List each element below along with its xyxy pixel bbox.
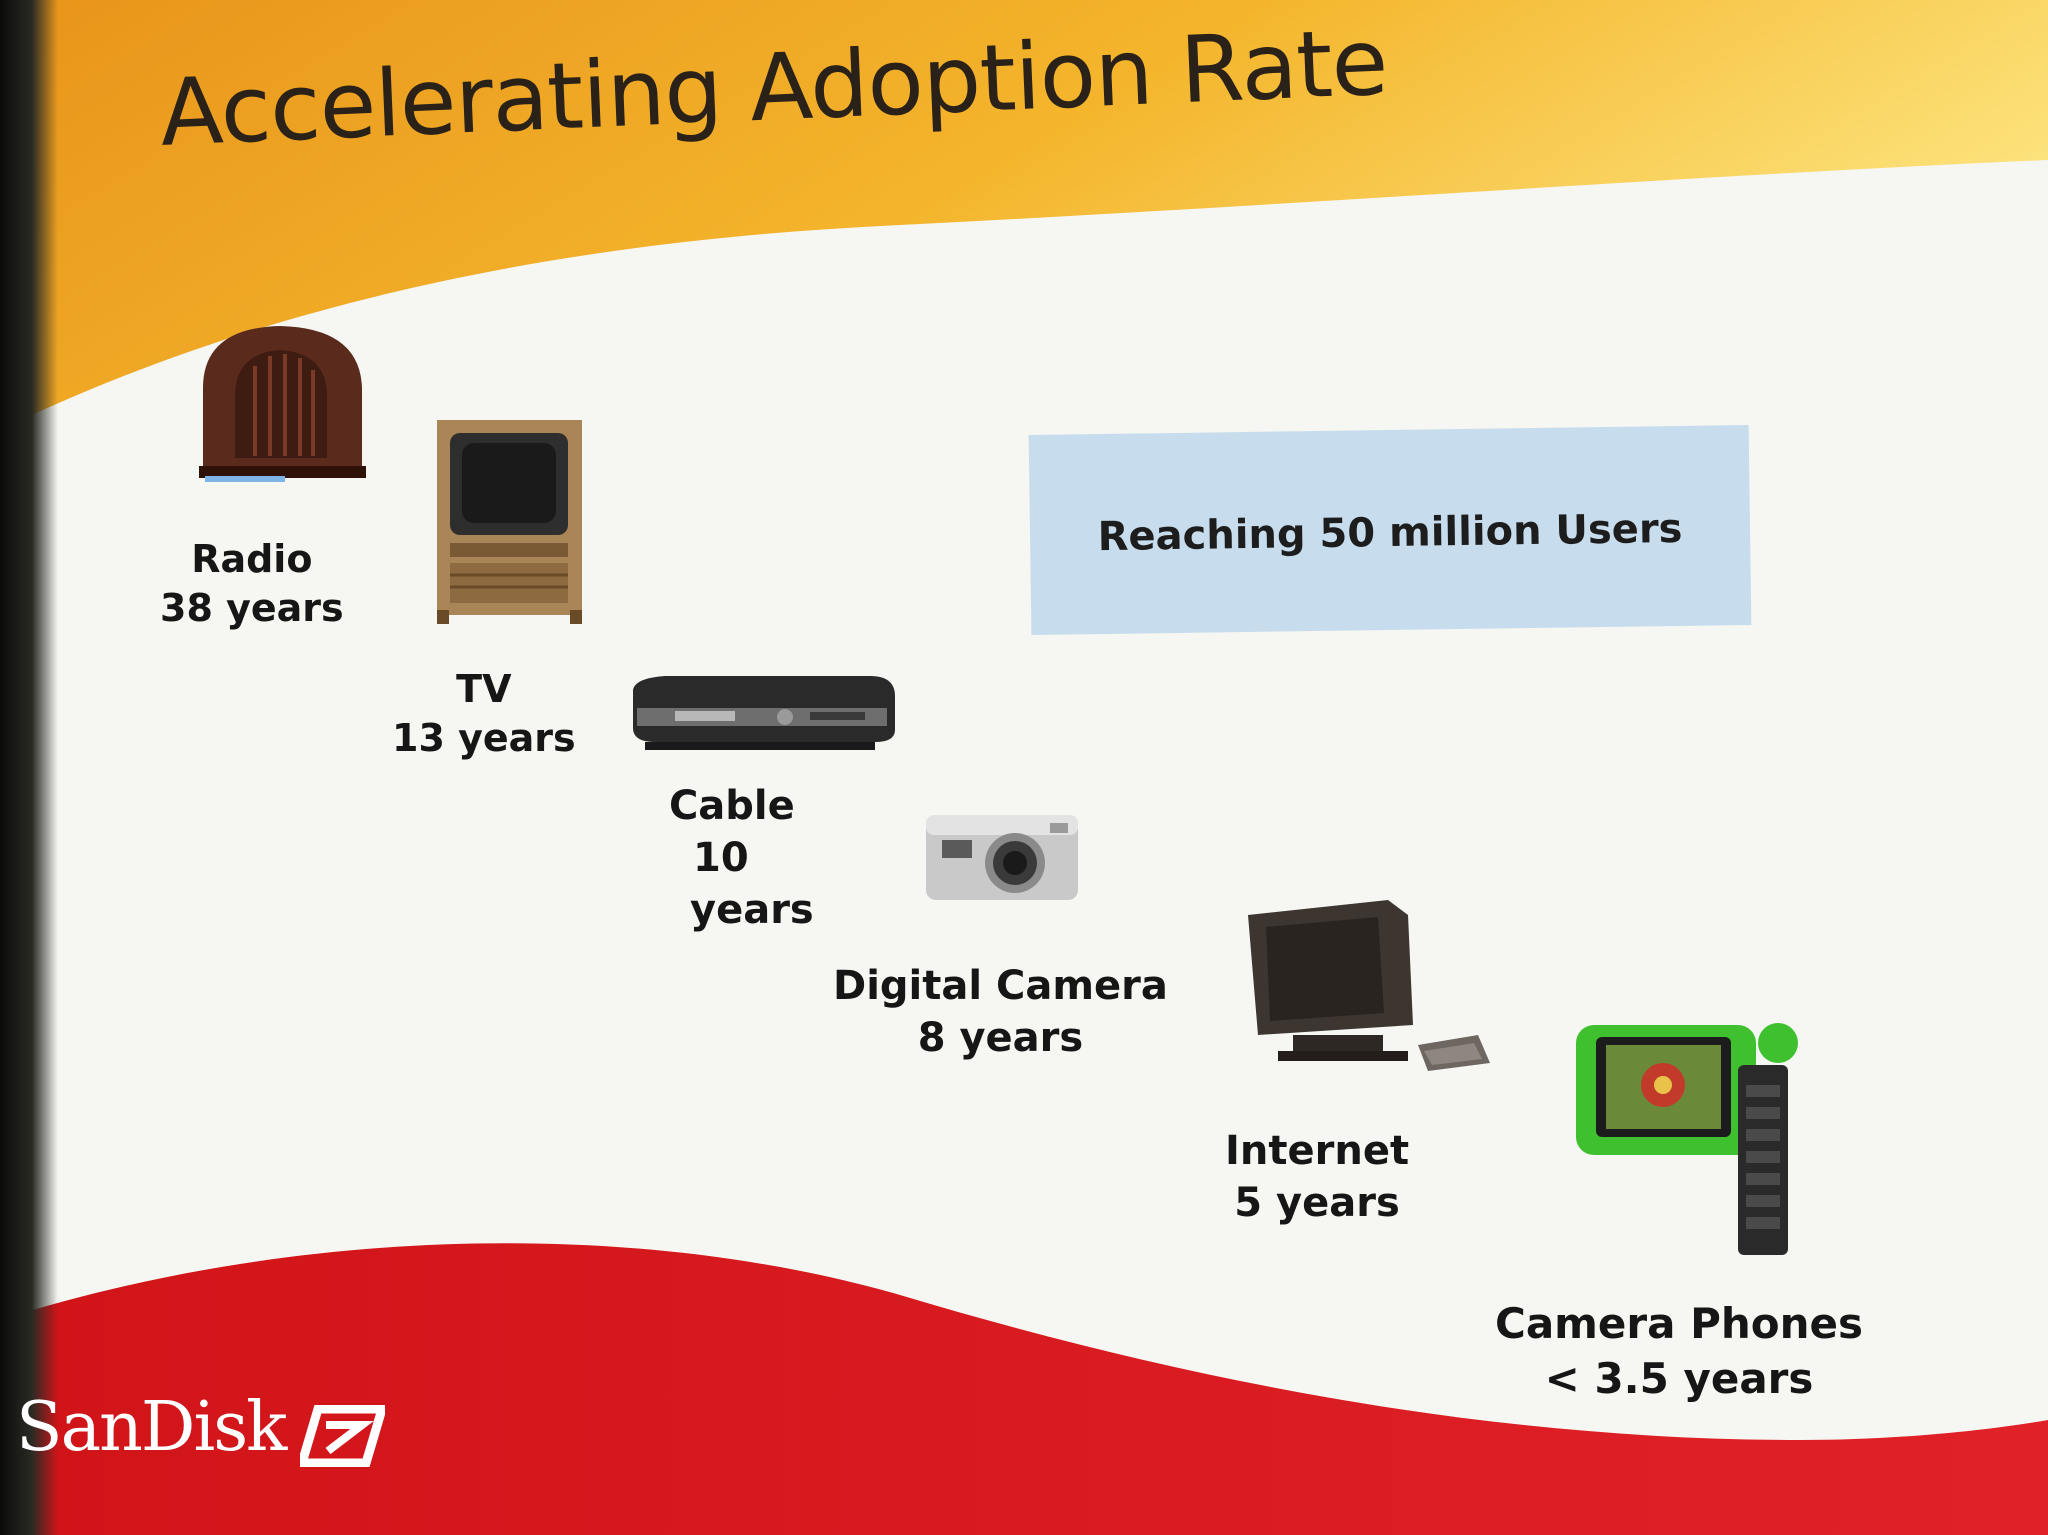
callout-box: Reaching 50 million Users bbox=[1028, 424, 1752, 636]
header-band bbox=[0, 0, 2048, 430]
cable-years-unit: years bbox=[690, 887, 814, 933]
camera-phone-icon bbox=[1576, 1023, 1798, 1255]
internet-years: 5 years bbox=[1234, 1180, 1400, 1226]
callout-text: Reaching 50 million Users bbox=[1097, 505, 1683, 561]
computer-icon bbox=[1248, 900, 1490, 1071]
digital-camera-name: Digital Camera bbox=[833, 963, 1168, 1009]
screen-edge-shadow bbox=[0, 0, 58, 1535]
camera-phones-label: Camera Phones < 3.5 years bbox=[1495, 1297, 1863, 1406]
digital-camera-icon bbox=[926, 815, 1078, 900]
internet-label: Internet 5 years bbox=[1225, 1125, 1409, 1229]
radio-name: Radio bbox=[191, 537, 313, 581]
tv-name: TV bbox=[456, 667, 512, 711]
tv-label: TV 13 years bbox=[392, 665, 576, 764]
tv-years: 13 years bbox=[392, 716, 576, 761]
cable-years-number: 10 bbox=[693, 835, 749, 881]
internet-name: Internet bbox=[1225, 1128, 1410, 1174]
sandisk-logo-text: SanDisk bbox=[16, 1388, 287, 1467]
camera-phones-name: Camera Phones bbox=[1495, 1299, 1864, 1348]
radio-icon bbox=[199, 326, 366, 482]
tv-icon bbox=[437, 420, 582, 624]
cable-box-icon bbox=[633, 676, 895, 750]
digital-camera-label: Digital Camera 8 years bbox=[833, 960, 1168, 1064]
footer-wave bbox=[0, 1243, 2048, 1535]
cable-name: Cable bbox=[668, 783, 795, 829]
radio-years: 38 years bbox=[160, 586, 344, 631]
radio-label: Radio 38 years bbox=[160, 535, 344, 634]
sandisk-logo-icon bbox=[300, 1405, 385, 1467]
camera-phones-years: < 3.5 years bbox=[1544, 1353, 1814, 1403]
digital-camera-years: 8 years bbox=[917, 1015, 1084, 1061]
cable-label: Cable 10 years bbox=[650, 780, 814, 936]
